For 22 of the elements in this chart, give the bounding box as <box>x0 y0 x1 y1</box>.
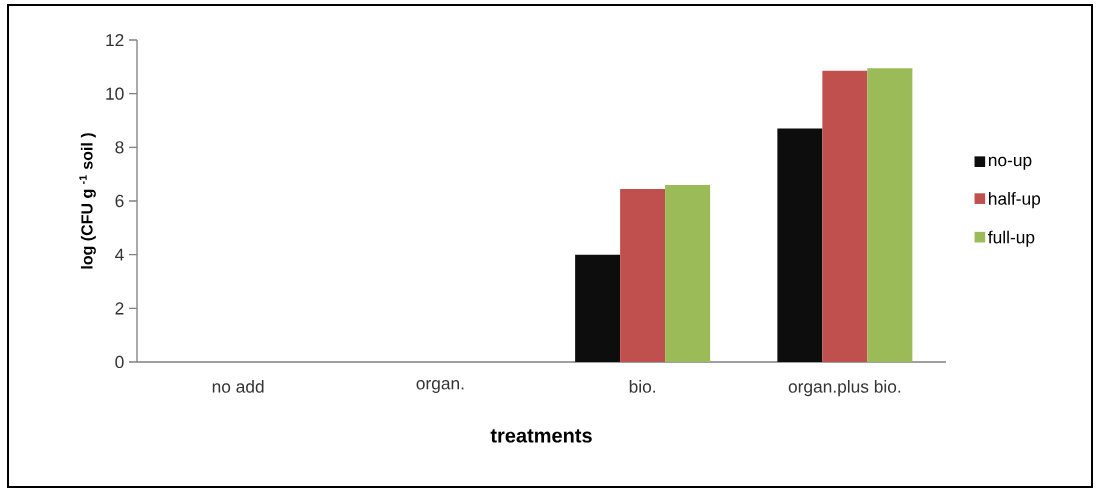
y-tick-label: 0 <box>115 355 124 369</box>
bar <box>867 68 913 362</box>
bar <box>620 188 666 362</box>
legend-label: full-up <box>988 230 1035 247</box>
x-tick-label: no add <box>212 380 264 393</box>
legend-label: no-up <box>988 156 1032 170</box>
y-tick-label: 8 <box>115 141 124 154</box>
y-tick-label: 12 <box>106 33 124 47</box>
legend-label: half-up <box>989 192 1041 209</box>
y-tick-label: 2 <box>115 302 124 315</box>
bar <box>665 184 711 362</box>
y-tick-label: 6 <box>115 194 124 208</box>
y-axis-title: log (CFU g $^{-1}$ soil ) <box>79 133 96 269</box>
bar <box>575 254 621 362</box>
x-tick-label: bio. <box>629 380 656 393</box>
x-tick-label: organ.plus bio. <box>788 380 901 397</box>
x-axis-title: treatments <box>490 429 592 443</box>
y-tick-label: 4 <box>115 248 124 261</box>
bar <box>822 70 868 362</box>
bar <box>777 128 823 362</box>
x-tick-label: organ. <box>416 380 464 393</box>
y-tick-label: 10 <box>106 87 124 100</box>
